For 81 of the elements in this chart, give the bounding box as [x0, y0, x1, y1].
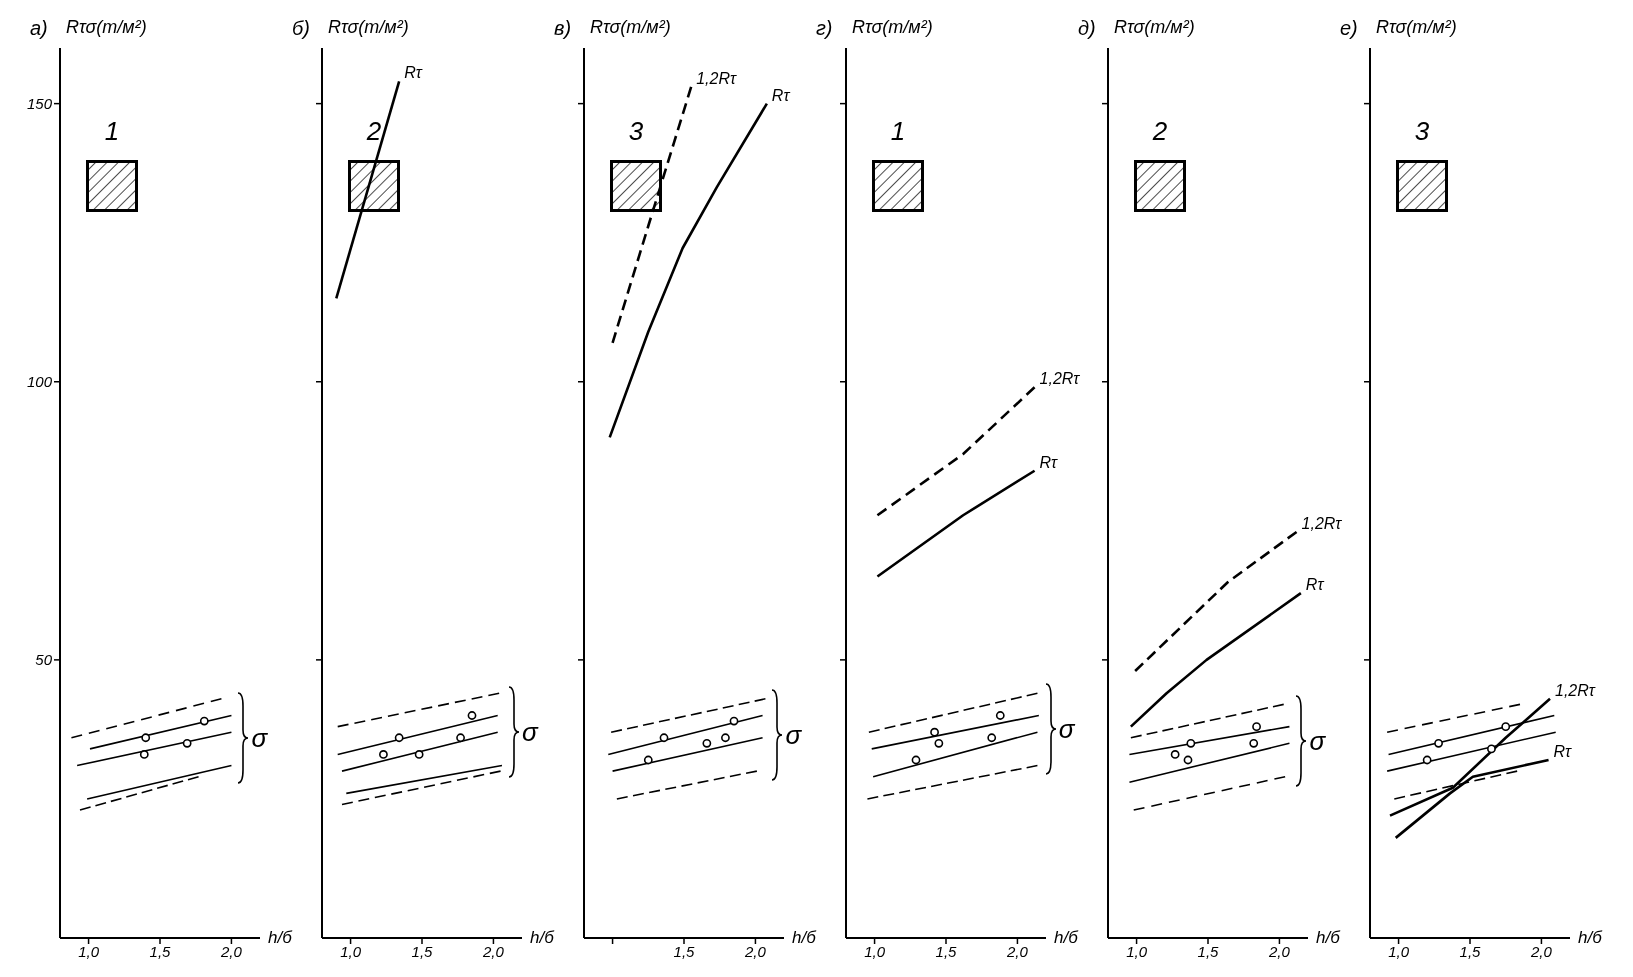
y-axis-title: Rτσ(т/м²) [328, 16, 409, 38]
point [1186, 738, 1196, 748]
x-tick-label: 1,0 [78, 942, 100, 960]
x-tick-label: 2,0 [1268, 942, 1291, 960]
series-label: 1,2Rτ [1555, 681, 1596, 699]
annotation: 1 [889, 116, 907, 146]
point [934, 738, 944, 748]
series-label: 1,2Rτ [1301, 514, 1343, 532]
series-label: 1,2Rτ [1039, 370, 1081, 388]
text: σ [1309, 725, 1326, 756]
series-label: Rτ [1039, 453, 1059, 471]
chart-title: б) [292, 16, 310, 40]
point [139, 750, 149, 759]
series-label: Rτ [771, 86, 791, 104]
annotation: 3 [1413, 116, 1431, 146]
point [643, 755, 653, 765]
x-axis-title: h/б [1054, 927, 1078, 948]
x-axis-title: h/б [268, 927, 292, 948]
point [1434, 738, 1443, 748]
x-tick-label: 2,0 [744, 942, 767, 960]
point [721, 733, 730, 743]
series-label: Rτ [1305, 576, 1325, 594]
chart-title: д) [1078, 16, 1096, 40]
y-axis-title: Rτσ(т/м²) [1376, 16, 1457, 38]
x-tick-label: 1,5 [411, 942, 434, 960]
x-tick-label: 1,5 [935, 942, 958, 960]
point [1170, 750, 1180, 759]
point [702, 738, 712, 748]
annotation: 2 [1151, 116, 1169, 146]
x-tick-label: 1,0 [340, 942, 362, 960]
chart-title: в) [554, 16, 572, 40]
y-tick-label: 150 [26, 94, 53, 112]
series-label: Rτ [404, 64, 423, 82]
point [1249, 738, 1259, 748]
x-tick-label: 1,5 [1197, 942, 1220, 960]
x-tick-label: 2,0 [220, 942, 243, 960]
series-label: 1,2Rτ [696, 69, 737, 87]
text: σ [785, 719, 802, 750]
point [1252, 722, 1261, 732]
x-tick-label: 2,0 [1006, 942, 1029, 960]
y-tick-label: 100 [26, 373, 53, 391]
x-tick-label: 1,0 [864, 942, 886, 960]
chart-title: а) [30, 16, 48, 40]
text: σ [1058, 714, 1075, 745]
point [1501, 722, 1511, 732]
x-tick-label: 1,5 [1459, 942, 1482, 960]
x-tick-label: 2,0 [482, 942, 505, 960]
point [182, 738, 192, 748]
x-axis-title: h/б [530, 927, 554, 948]
point [199, 716, 209, 726]
series-label: Rτ [1553, 743, 1573, 760]
x-tick-label: 1,0 [1126, 942, 1148, 960]
point [987, 733, 997, 743]
point [930, 727, 939, 737]
point [995, 711, 1005, 720]
point [1183, 755, 1193, 765]
x-tick-label: 1,5 [673, 942, 696, 960]
annotation: 3 [627, 116, 645, 146]
chart-title: е) [1340, 16, 1358, 40]
annotation: 2 [365, 116, 383, 146]
x-axis-title: h/б [1578, 927, 1602, 948]
y-axis-title: Rτσ(т/м²) [1114, 16, 1195, 38]
point [911, 755, 921, 765]
x-tick-label: 1,5 [149, 942, 172, 960]
x-tick-label: 1,0 [1388, 942, 1410, 960]
y-tick-label: 50 [35, 651, 53, 669]
point [1487, 744, 1496, 754]
chart-title: г) [816, 16, 833, 40]
annotation: σ [522, 717, 538, 748]
y-axis-title: Rτσ(т/м²) [852, 16, 933, 38]
annotation: 1 [103, 116, 121, 146]
y-axis-title: Rτσ(т/м²) [66, 16, 147, 38]
point [729, 716, 739, 726]
x-axis-title: h/б [792, 927, 816, 948]
annotation: σ [251, 722, 268, 753]
point [1422, 755, 1432, 765]
point [659, 733, 669, 743]
x-axis-title: h/б [1316, 927, 1340, 948]
y-axis-title: Rτσ(т/м²) [590, 16, 671, 38]
point [141, 733, 151, 743]
x-tick-label: 2,0 [1530, 942, 1553, 960]
